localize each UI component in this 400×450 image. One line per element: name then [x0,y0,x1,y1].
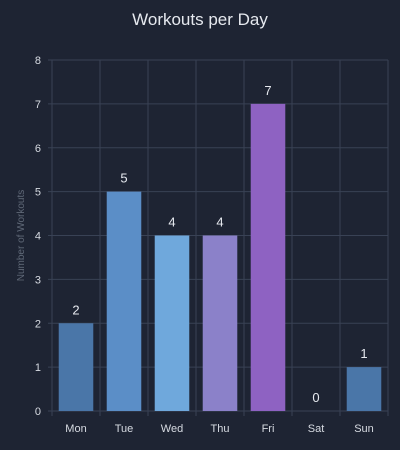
bar-value-label: 1 [360,346,367,361]
bar [58,323,94,411]
y-tick-label: 5 [35,187,41,199]
y-tick-label: 4 [35,231,41,243]
y-tick-label: 7 [35,99,41,111]
y-tick-label: 2 [35,318,41,330]
x-tick-label: Wed [161,423,183,435]
bar-value-label: 0 [312,390,319,405]
bar [250,103,286,411]
x-tick-label: Tue [115,423,134,435]
bar [202,235,238,411]
x-tick-label: Thu [211,423,230,435]
bar-value-label: 5 [120,171,127,186]
y-tick-label: 0 [35,406,41,418]
x-tick-label: Sun [354,423,374,435]
x-tick-label: Sat [308,423,325,435]
y-tick-label: 3 [35,274,41,286]
bar [154,235,190,411]
y-axis-title: Number of Workouts [16,190,27,282]
x-tick-label: Fri [262,423,275,435]
x-tick-label: Mon [65,423,86,435]
chart-title: Workouts per Day [132,10,268,29]
y-tick-label: 6 [35,143,41,155]
bar [346,367,382,411]
bar-value-label: 4 [168,215,175,230]
bar-value-label: 7 [264,83,271,98]
y-tick-label: 1 [35,362,41,374]
y-tick-label: 8 [35,55,41,67]
bar [106,191,142,411]
bar-value-label: 4 [216,215,223,230]
bar-value-label: 2 [72,302,79,317]
